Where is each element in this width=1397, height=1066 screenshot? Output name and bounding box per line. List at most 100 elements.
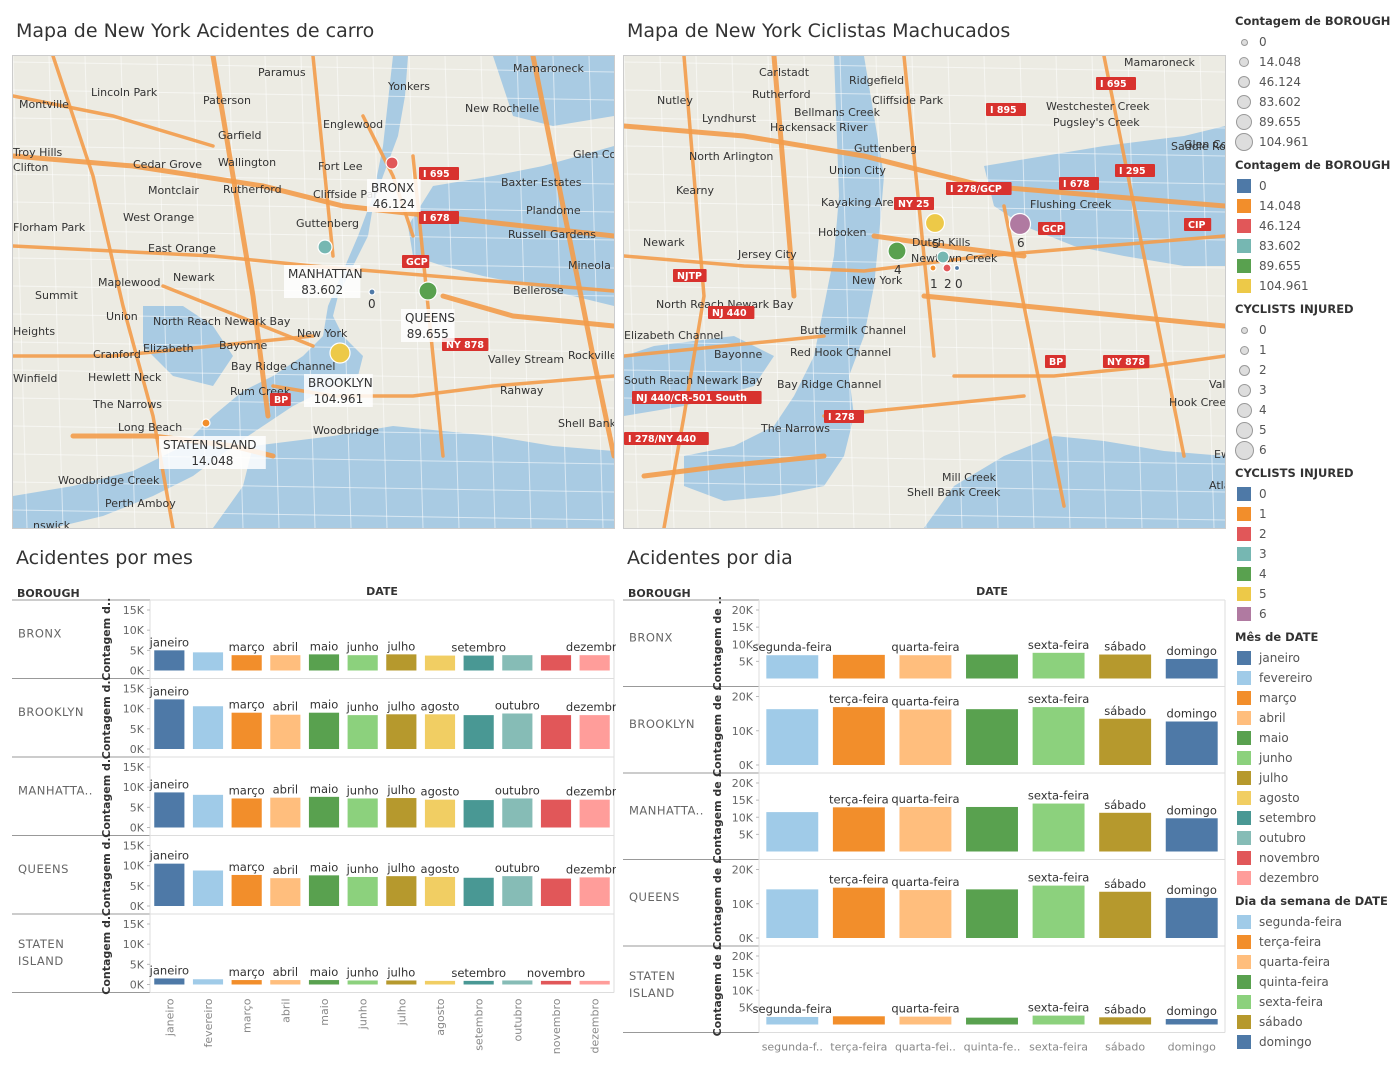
legend-color1-item[interactable]: 14.048	[1233, 196, 1393, 216]
legend-color1-item[interactable]: 104.961	[1233, 276, 1393, 296]
legend-label: 89.655	[1259, 259, 1301, 273]
legend-label: 6	[1259, 443, 1267, 457]
legend-day-item[interactable]: sábado	[1233, 1012, 1393, 1032]
legend-day-item[interactable]: quarta-feira	[1233, 952, 1393, 972]
highway-road	[921, 293, 1225, 329]
legend-day-item[interactable]: domingo	[1233, 1032, 1393, 1052]
legend-color1-item[interactable]: 83.602	[1233, 236, 1393, 256]
legend-color1-item[interactable]: 89.655	[1233, 256, 1393, 276]
legend-day-item[interactable]: sexta-feira	[1233, 992, 1393, 1012]
highway-label: NY 878	[446, 340, 484, 351]
data-label: maio	[310, 782, 338, 796]
bar-julho	[386, 714, 417, 749]
highway-label: I 278/GCP	[950, 184, 1002, 195]
street-line	[875, 56, 891, 528]
bar-abril	[270, 797, 301, 828]
bar-julho	[386, 654, 417, 671]
bar-novembro	[540, 715, 572, 749]
legend-day-item[interactable]: quinta-feira	[1233, 972, 1393, 992]
data-label: janeiro	[149, 849, 189, 863]
legend-size1-item[interactable]: 83.602	[1233, 92, 1393, 112]
legend-color2-item[interactable]: 0	[1233, 484, 1393, 504]
legend-size2-item[interactable]: 6	[1233, 440, 1393, 460]
legend-color2-item[interactable]: 4	[1233, 564, 1393, 584]
place-label: Cranford	[93, 348, 141, 361]
legend-month-item[interactable]: junho	[1233, 748, 1393, 768]
legend-label: dezembro	[1259, 871, 1319, 885]
data-label: quarta-feira	[891, 792, 959, 806]
bubble-queens	[418, 281, 438, 301]
legend-size1-item[interactable]: 0	[1233, 32, 1393, 52]
bar-domingo	[1165, 658, 1218, 679]
place-label: Elizabeth	[143, 342, 194, 355]
legend-size-circle	[1237, 383, 1251, 397]
street-line	[624, 173, 1225, 185]
legend-color1-item[interactable]: 46.124	[1233, 216, 1393, 236]
y-tick-label: 5K	[130, 880, 145, 893]
bar-janeiro	[154, 978, 185, 985]
x-tick-label: junho	[357, 998, 370, 1030]
legend-month-item[interactable]: janeiro	[1233, 648, 1393, 668]
legend-month-item[interactable]: setembro	[1233, 808, 1393, 828]
legend-day-item[interactable]: segunda-feira	[1233, 912, 1393, 932]
place-label: Lincoln Park	[91, 86, 158, 99]
legend-month-item[interactable]: abril	[1233, 708, 1393, 728]
map-cyclists-injured[interactable]: Carlstadt Ridgefield Mamaroneck Nutley Ruthe…	[623, 55, 1226, 529]
legend-label: 3	[1259, 383, 1267, 397]
data-label: sábado	[1104, 704, 1146, 718]
legend-color2-item[interactable]: 5	[1233, 584, 1393, 604]
legend-month-item[interactable]: agosto	[1233, 788, 1393, 808]
legend-month-item[interactable]: julho	[1233, 768, 1393, 788]
x-tick-label: janeiro	[163, 998, 176, 1037]
y-tick-label: 10K	[123, 938, 145, 951]
bar-março	[231, 980, 262, 985]
highway-shield	[419, 211, 459, 224]
bar-segunda-feira	[766, 709, 819, 765]
legend-color2-item[interactable]: 2	[1233, 524, 1393, 544]
legend-month-item[interactable]: outubro	[1233, 828, 1393, 848]
street-line	[1199, 56, 1215, 528]
street-line	[624, 56, 639, 528]
legend-swatch	[1237, 239, 1251, 253]
bubble-label-bg	[304, 374, 373, 407]
legend-size1-item[interactable]: 46.124	[1233, 72, 1393, 92]
highway-road	[871, 233, 1027, 259]
data-label: dezembro	[566, 785, 616, 799]
legend-size2-item[interactable]: 2	[1233, 360, 1393, 380]
legend-size2-item[interactable]: 3	[1233, 380, 1393, 400]
place-label: Mamaroneck	[1124, 56, 1195, 69]
legend-swatch	[1237, 199, 1251, 213]
map-car-accidents[interactable]: Paramus Yonkers Mamaroneck Montville Lincoln…	[12, 55, 615, 529]
y-axis-title: Contagem d..	[100, 755, 113, 838]
legend-color2-item[interactable]: 1	[1233, 504, 1393, 524]
legend-size1-item[interactable]: 89.655	[1233, 112, 1393, 132]
legend-size2-item[interactable]: 4	[1233, 400, 1393, 420]
legend-label: 46.124	[1259, 219, 1301, 233]
legend-size1-item[interactable]: 14.048	[1233, 52, 1393, 72]
legend-size2-item[interactable]: 5	[1233, 420, 1393, 440]
place-label: Paramus	[258, 66, 306, 79]
legend-month-item[interactable]: março	[1233, 688, 1393, 708]
legend-month-item[interactable]: dezembro	[1233, 868, 1393, 888]
legend-size1-item[interactable]: 104.961	[1233, 132, 1393, 152]
bubble-value-label: 5	[932, 237, 940, 251]
legend-color2-item[interactable]: 6	[1233, 604, 1393, 624]
legend-color2-item[interactable]: 3	[1233, 544, 1393, 564]
legend-month-item[interactable]: fevereiro	[1233, 668, 1393, 688]
legend-day-item[interactable]: terça-feira	[1233, 932, 1393, 952]
bar-quinta-feira	[966, 654, 1018, 679]
y-axis-title: Contagem d..	[100, 912, 113, 995]
legend-month-item[interactable]: maio	[1233, 728, 1393, 748]
legend-size2-item[interactable]: 1	[1233, 340, 1393, 360]
legend-label: novembro	[1259, 851, 1320, 865]
place-label: Montclair	[148, 184, 199, 197]
legend-size2-item[interactable]: 0	[1233, 320, 1393, 340]
legend-color1-item[interactable]: 0	[1233, 176, 1393, 196]
legend-month-item[interactable]: novembro	[1233, 848, 1393, 868]
x-tick-label: fevereiro	[202, 998, 215, 1047]
y-axis-title: Contagem d..	[100, 833, 113, 916]
data-label: terça-feira	[829, 792, 889, 806]
legend-label: fevereiro	[1259, 671, 1313, 685]
street-line	[947, 56, 963, 528]
bar-agosto	[424, 876, 456, 906]
